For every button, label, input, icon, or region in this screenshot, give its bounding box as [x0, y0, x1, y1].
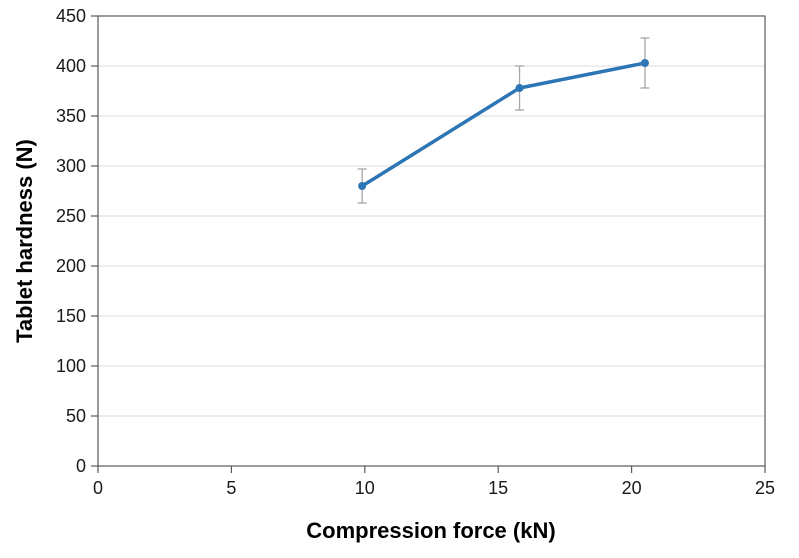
y-tick-label: 200: [56, 256, 86, 276]
y-tick-label: 450: [56, 6, 86, 26]
y-tick-label: 50: [66, 406, 86, 426]
error-bars: [357, 37, 650, 204]
x-tick-label: 15: [488, 478, 508, 498]
x-axis-title: Compression force (kN): [306, 518, 555, 543]
plot-area-border: [97, 15, 766, 467]
x-tick-label: 20: [622, 478, 642, 498]
y-tick-label: 100: [56, 356, 86, 376]
gridlines: [98, 15, 765, 417]
plot-border: [97, 15, 766, 467]
y-tick-label: 400: [56, 56, 86, 76]
series-line: [360, 61, 647, 188]
x-tick-label: 25: [755, 478, 775, 498]
data-point-marker: [515, 84, 524, 92]
x-tick-label: 10: [355, 478, 375, 498]
data-point-marker: [640, 59, 649, 67]
y-tick-label: 250: [56, 206, 86, 226]
data-point-marker: [358, 182, 367, 190]
axis-tick-labels: 0 50 100 150 200 250 300 350 400 450 0 5 10 15 20 25: [56, 6, 775, 498]
y-tick-label: 300: [56, 156, 86, 176]
x-tick-label: 5: [226, 478, 236, 498]
x-tick-label: 0: [93, 478, 103, 498]
y-axis-title: Tablet hardness (N): [12, 139, 37, 343]
data-series: [358, 59, 649, 190]
y-tick-label: 0: [76, 456, 86, 476]
y-tick-label: 350: [56, 106, 86, 126]
y-tick-label: 150: [56, 306, 86, 326]
axis-ticks: [91, 15, 766, 473]
